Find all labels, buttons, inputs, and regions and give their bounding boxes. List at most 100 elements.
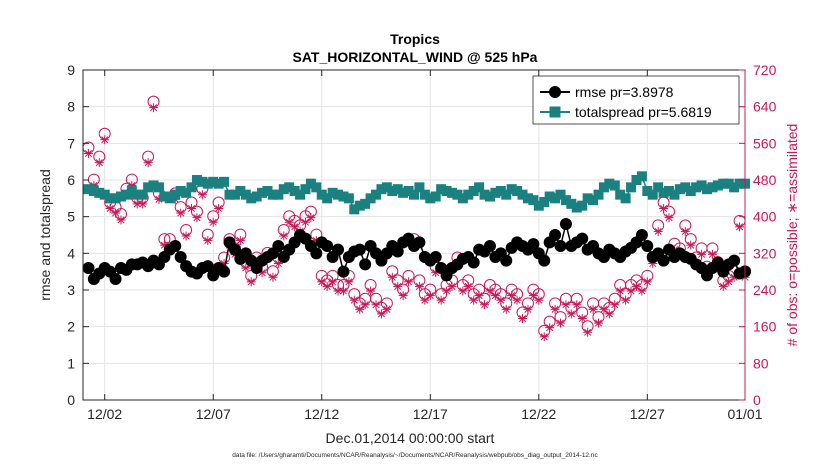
obs-assimilated-point (382, 304, 392, 314)
obs-assimilated-point (300, 217, 310, 227)
totalspread-point (593, 189, 604, 200)
y-right-tick-label: 80 (753, 355, 769, 371)
totalspread-point (446, 187, 457, 198)
totalspread-point (647, 189, 658, 200)
y-right-tick-label: 240 (753, 282, 777, 298)
totalspread-point (267, 189, 278, 200)
legend-rmse-marker (549, 86, 561, 98)
chart-title: Tropics (390, 31, 440, 47)
rmse-point (728, 254, 741, 267)
obs-assimilated-point (306, 213, 316, 223)
obs-assimilated-point (539, 332, 549, 342)
totalspread-point (457, 193, 468, 204)
totalspread-point (582, 193, 593, 204)
totalspread-point (365, 193, 376, 204)
obs-assimilated-point (523, 304, 533, 314)
totalspread-point (235, 186, 246, 196)
y-right-tick-label: 320 (753, 245, 777, 261)
totalspread-point (273, 189, 284, 200)
totalspread-point (696, 180, 707, 191)
totalspread-point (484, 191, 495, 202)
plot-area (83, 70, 745, 400)
y-left-tick-label: 1 (67, 355, 75, 371)
totalspread-point (99, 189, 110, 200)
obs-assimilated-point (376, 309, 386, 319)
totalspread-point (463, 189, 474, 200)
obs-assimilated-point (664, 213, 674, 223)
rmse-point (483, 240, 496, 252)
y-right-tick-label: 480 (753, 172, 777, 188)
obs-assimilated-point (724, 277, 734, 287)
y-axis-right-label: # of obs: o=possible; ∗=assimilated (784, 124, 800, 347)
rmse-point (641, 240, 654, 252)
y-left-tick-label: 8 (67, 99, 75, 115)
obs-assimilated-point (604, 309, 614, 319)
obs-assimilated-point (143, 158, 153, 168)
totalspread-point (528, 195, 539, 206)
totalspread-point (674, 184, 685, 195)
y-left-tick-label: 0 (67, 392, 75, 408)
obs-assimilated-point (458, 286, 468, 296)
totalspread-point (322, 193, 333, 204)
chart-subtitle: SAT_HORIZONTAL_WIND @ 525 hPa (293, 49, 538, 65)
totalspread-point (566, 198, 577, 209)
obs-assimilated-point (653, 226, 663, 236)
obs-assimilated-point (235, 236, 245, 246)
totalspread-point (636, 171, 647, 182)
obs-assimilated-point (149, 103, 159, 113)
obs-assimilated-point (686, 240, 696, 250)
totalspread-point (181, 187, 192, 198)
totalspread-point (436, 184, 447, 195)
totalspread-point (664, 186, 675, 196)
rmse-point (657, 254, 670, 267)
obs-assimilated-point (371, 300, 381, 310)
y-right-tick-label: 0 (753, 392, 761, 408)
obs-assimilated-point (366, 286, 376, 296)
totalspread-point (164, 193, 175, 204)
obs-assimilated-point (241, 263, 251, 273)
obs-assimilated-point (420, 295, 430, 305)
totalspread-point (414, 182, 425, 193)
obs-assimilated-point (718, 281, 728, 291)
totalspread-point (115, 191, 126, 202)
rmse-point (353, 243, 366, 256)
obs-assimilated-point (138, 199, 148, 209)
legend-box (532, 75, 740, 125)
rmse-point (109, 273, 122, 285)
x-tick-label: 01/01 (727, 406, 762, 422)
obs-assimilated-point (556, 318, 566, 328)
obs-assimilated-point (697, 249, 707, 259)
obs-assimilated-point (116, 215, 126, 225)
totalspread-point (251, 191, 262, 202)
y-left-tick-label: 3 (67, 282, 75, 298)
totalspread-point (387, 186, 398, 196)
totalspread-point (560, 195, 571, 206)
obs-assimilated-point (588, 304, 598, 314)
obs-assimilated-point (246, 277, 256, 287)
y-right-tick-label: 400 (753, 209, 777, 225)
y-right-tick-label: 160 (753, 319, 777, 335)
obs-assimilated-point (545, 323, 555, 333)
totalspread-point (316, 189, 327, 200)
totalspread-point (333, 189, 344, 200)
totalspread-point (441, 186, 452, 196)
totalspread-point (419, 189, 430, 200)
y-right-tick-label: 640 (753, 99, 777, 115)
obs-assimilated-point (208, 217, 218, 227)
totalspread-point (604, 178, 615, 189)
totalspread-point (354, 200, 365, 211)
totalspread-point (240, 189, 251, 200)
obs-assimilated-point (707, 249, 717, 259)
totalspread-point (88, 186, 99, 196)
totalspread-point (631, 175, 642, 185)
totalspread-point (191, 175, 202, 185)
totalspread-point (658, 187, 669, 198)
totalspread-point (474, 182, 485, 193)
obs-assimilated-point (566, 309, 576, 319)
obs-assimilated-point (447, 281, 457, 291)
data-file-note: data file: /Users/gharamti/Documents/NCA… (232, 452, 598, 459)
obs-assimilated-point (268, 272, 278, 282)
rmse-point (549, 229, 562, 241)
totalspread-point (620, 193, 631, 204)
totalspread-point (615, 189, 626, 200)
